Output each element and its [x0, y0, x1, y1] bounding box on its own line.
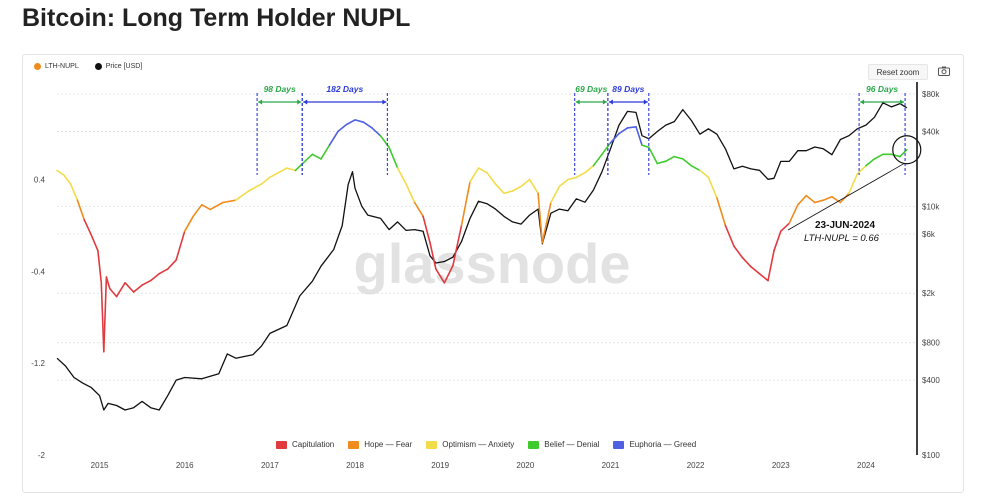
- camera-icon[interactable]: [937, 64, 951, 78]
- band-legend-label: Euphoria — Greed: [629, 440, 697, 449]
- band-legend-item[interactable]: Belief — Denial: [528, 440, 599, 449]
- price-swatch: [94, 63, 102, 70]
- band-legend: Capitulation Hope — Fear Optimism — Anxiet…: [276, 440, 696, 449]
- band-legend-label: Belief — Denial: [544, 440, 600, 449]
- band-legend-item[interactable]: Hope — Fear: [348, 440, 412, 449]
- top-legend: LTH-NUPL Price [USD]: [34, 63, 142, 70]
- band-legend-swatch: [613, 440, 625, 449]
- legend-item-price[interactable]: Price [USD]: [94, 63, 143, 70]
- band-legend-swatch: [528, 440, 540, 449]
- lth-nupl-swatch: [34, 63, 41, 70]
- chart-card: [22, 54, 964, 493]
- band-legend-swatch: [348, 440, 360, 449]
- page-title: Bitcoin: Long Term Holder NUPL: [22, 4, 411, 32]
- legend-label-lth-nupl: LTH-NUPL: [45, 63, 79, 70]
- reset-zoom-button[interactable]: Reset zoom: [868, 64, 928, 80]
- band-legend-item[interactable]: Euphoria — Greed: [613, 440, 696, 449]
- band-legend-item[interactable]: Capitulation: [276, 440, 334, 449]
- band-legend-label: Hope — Fear: [364, 440, 413, 449]
- band-legend-swatch: [426, 440, 438, 449]
- legend-label-price: Price [USD]: [105, 63, 143, 70]
- band-legend-label: Optimism — Anxiety: [442, 440, 515, 449]
- band-legend-swatch: [276, 440, 287, 449]
- band-legend-item[interactable]: Optimism — Anxiety: [426, 440, 514, 449]
- band-legend-label: Capitulation: [292, 440, 335, 449]
- legend-item-lth-nupl[interactable]: LTH-NUPL: [34, 63, 79, 70]
